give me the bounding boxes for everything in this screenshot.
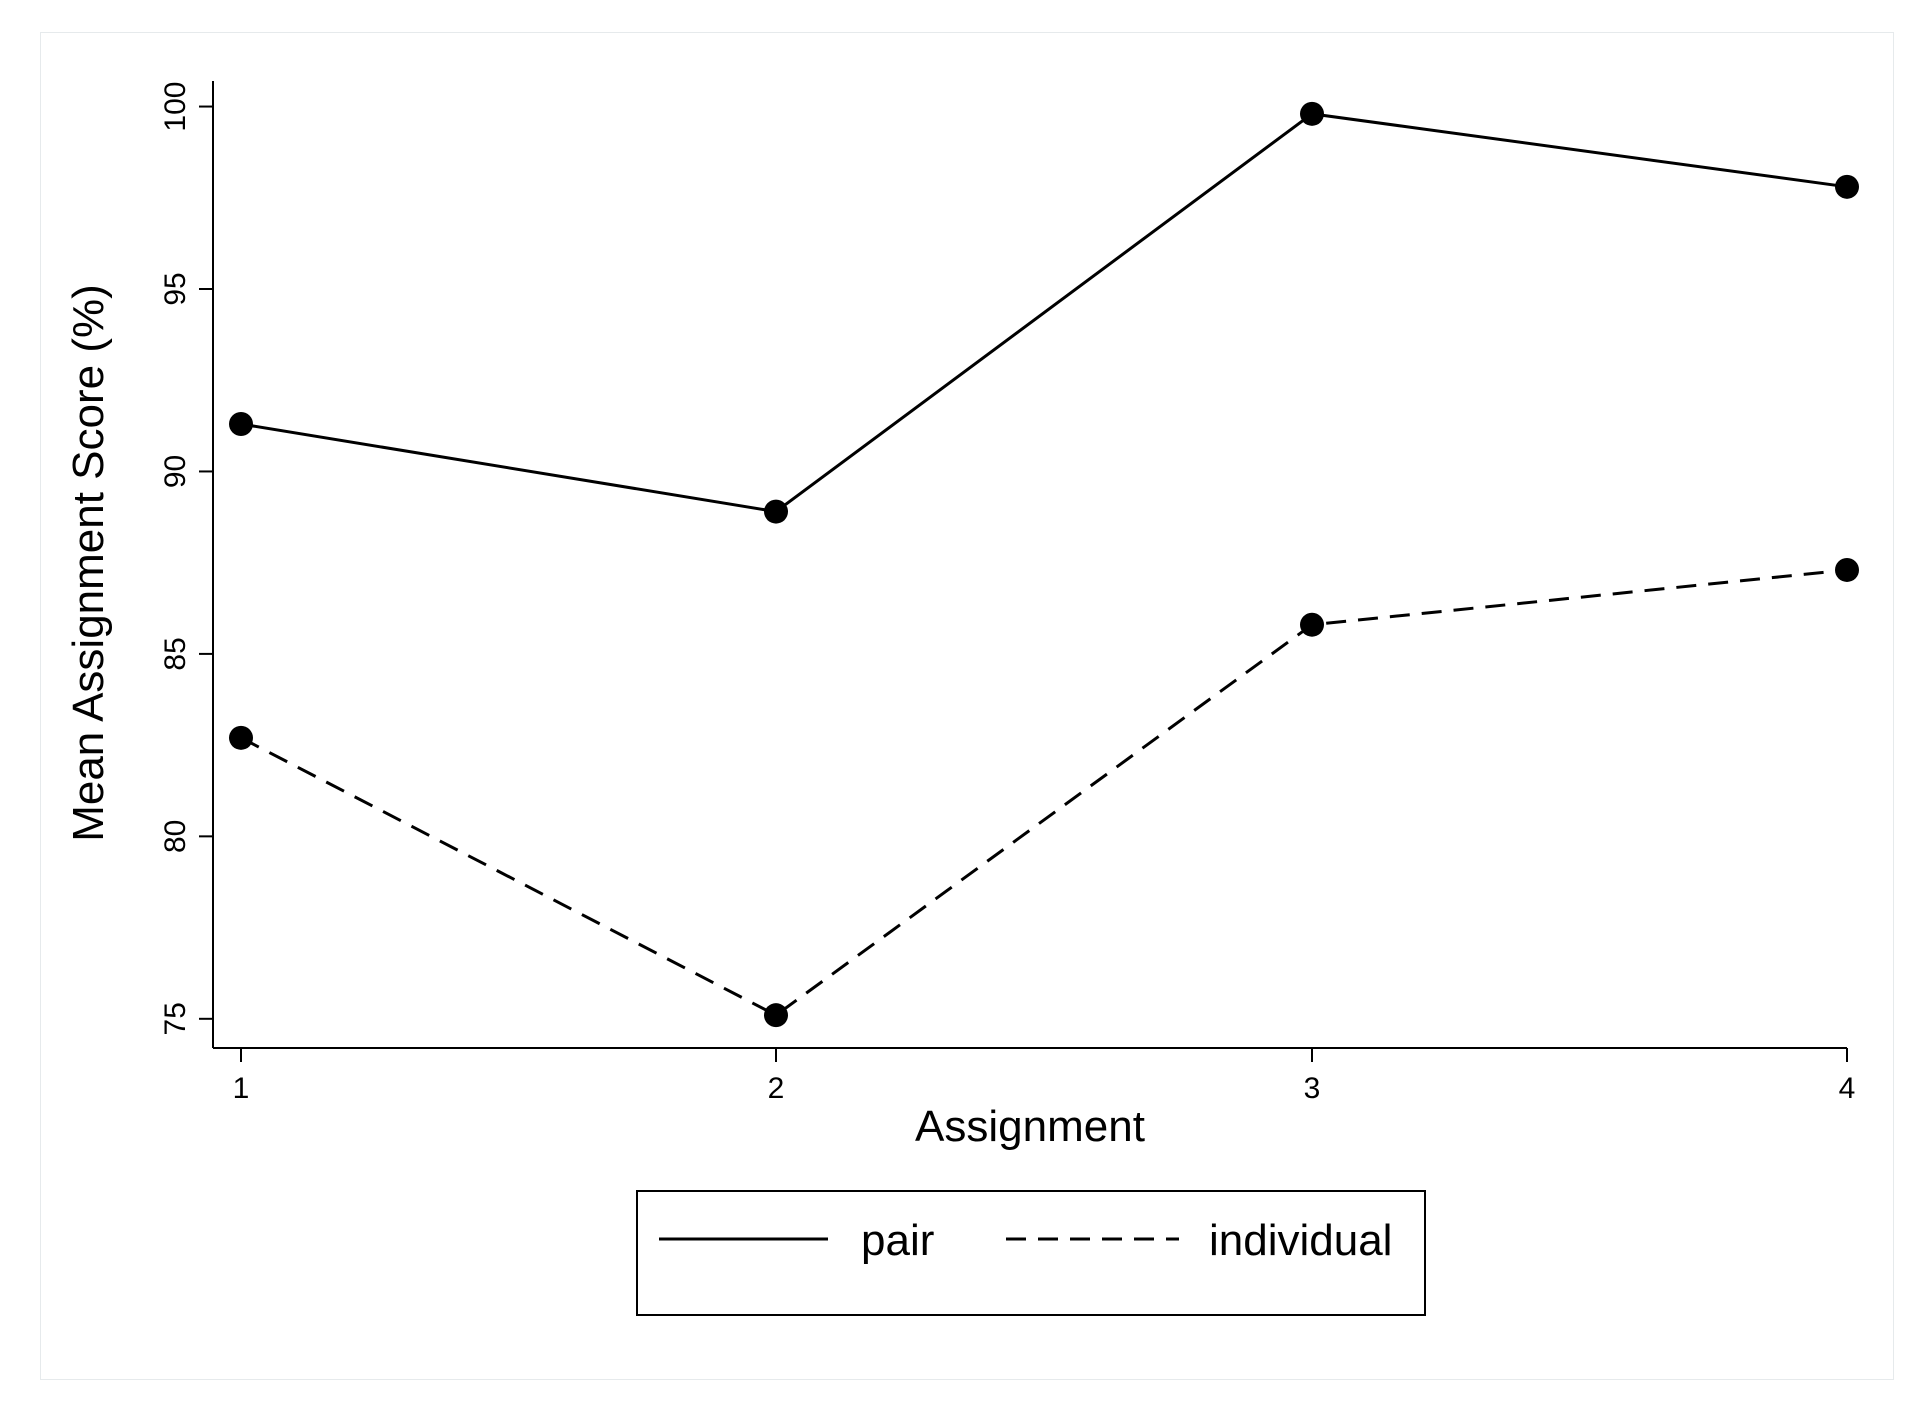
y-tick-label-100: 100 xyxy=(159,82,192,132)
series-line-pair xyxy=(240,112,1848,514)
x-tick-label-2: 2 xyxy=(768,1072,785,1105)
y-tick-label-75: 75 xyxy=(159,1002,192,1035)
y-tick-label-80: 80 xyxy=(159,820,192,853)
x-ticks: 1 2 3 4 xyxy=(233,1048,1856,1105)
point-pair-4 xyxy=(1835,174,1859,199)
series-line-individual xyxy=(240,568,1848,1017)
point-individual-1 xyxy=(229,725,253,750)
point-pair-1 xyxy=(229,412,253,437)
y-ticks: 75 80 85 90 95 100 xyxy=(159,82,213,1035)
legend-label-pair: pair xyxy=(861,1216,934,1265)
point-individual-3 xyxy=(1300,612,1324,637)
y-axis-title: Mean Assignment Score (%) xyxy=(64,284,113,842)
y-tick-label-90: 90 xyxy=(159,455,192,488)
point-individual-2 xyxy=(764,1003,788,1028)
point-pair-3 xyxy=(1300,101,1324,126)
point-pair-2 xyxy=(764,499,788,524)
axes xyxy=(212,81,1847,1049)
chart-frame: 75 80 85 90 95 100 1 2 3 4 Mean Assignment Score… xyxy=(40,32,1894,1380)
series-layer xyxy=(229,101,1859,1028)
x-axis-title: Assignment xyxy=(915,1102,1145,1151)
legend-label-individual: individual xyxy=(1209,1216,1392,1265)
legend: pair individual xyxy=(636,1190,1426,1316)
line-chart: 75 80 85 90 95 100 1 2 3 4 Mean Assignment Score… xyxy=(64,81,1859,1316)
x-tick-label-1: 1 xyxy=(233,1072,250,1105)
y-tick-label-85: 85 xyxy=(159,637,192,670)
point-individual-4 xyxy=(1835,557,1859,582)
legend-box xyxy=(636,1190,1426,1316)
y-tick-label-95: 95 xyxy=(159,272,192,305)
x-tick-label-4: 4 xyxy=(1839,1072,1856,1105)
x-tick-label-3: 3 xyxy=(1304,1072,1321,1105)
